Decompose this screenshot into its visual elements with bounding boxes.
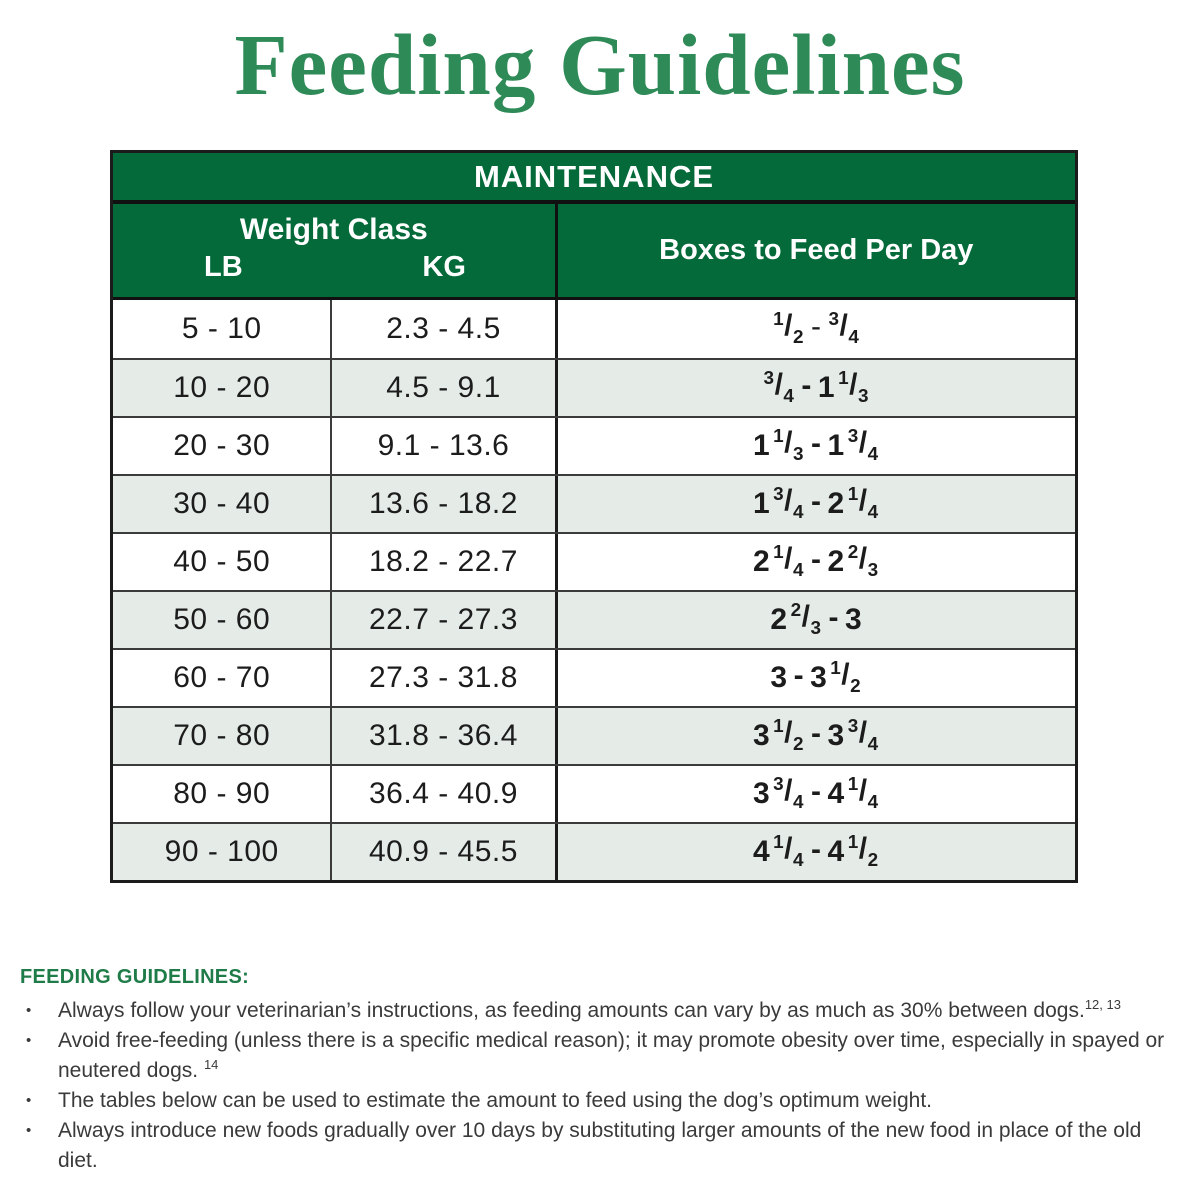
kg-cell: 9.1 - 13.6: [330, 418, 554, 474]
bullet-icon: •: [26, 1092, 32, 1109]
page-title: Feeding Guidelines: [234, 16, 966, 113]
kg-cell: 31.8 - 36.4: [330, 708, 554, 764]
footnote-text: Always introduce new foods gradually ove…: [58, 1119, 1142, 1172]
footnotes-heading: FEEDING GUIDELINES:: [20, 966, 250, 988]
bullet-icon: •: [26, 1122, 32, 1139]
list-item: • The tables below can be used to estima…: [20, 1086, 1185, 1116]
bullet-icon: •: [26, 1032, 32, 1049]
weight-class-label: Weight Class: [239, 213, 428, 246]
feed-cell: 3-3 1/2: [554, 650, 1075, 706]
bullet-icon: •: [26, 1002, 32, 1019]
kg-cell: 13.6 - 18.2: [330, 476, 554, 532]
footnotes-section: FEEDING GUIDELINES: • Always follow your…: [20, 966, 1185, 1176]
table-row: 30 - 40 13.6 - 18.2 1 3/4-2 1/4: [113, 474, 1075, 532]
footnote-superscript: 12, 13: [1084, 997, 1121, 1012]
kg-cell: 18.2 - 22.7: [330, 534, 554, 590]
lb-cell: 20 - 30: [173, 429, 271, 462]
list-item: • Always follow your veterinarian’s inst…: [20, 996, 1185, 1026]
lb-cell: 60 - 70: [173, 661, 271, 694]
lb-cell: 70 - 80: [173, 719, 271, 752]
lb-cell: 30 - 40: [173, 487, 271, 520]
table-row: 40 - 50 18.2 - 22.7 2 1/4-2 2/3: [113, 532, 1075, 590]
lb-cell: 10 - 20: [173, 371, 271, 404]
feed-cell: 3 1/2-3 3/4: [554, 708, 1075, 764]
table-row: 80 - 90 36.4 - 40.9 3 3/4-4 1/4: [113, 764, 1075, 822]
feed-column-header-cell: Boxes to Feed Per Day: [554, 204, 1075, 297]
lb-cell: 90 - 100: [164, 835, 279, 868]
unit-labels-row: LB KG: [113, 251, 555, 284]
lb-cell: 5 - 10: [181, 312, 262, 345]
kg-cell: 4.5 - 9.1: [330, 360, 554, 416]
table-row: 5 - 10 2.3 - 4.5 1/2-3/4: [113, 300, 1075, 358]
table-row: 10 - 20 4.5 - 9.1 3/4-1 1/3: [113, 358, 1075, 416]
feed-cell: 2 1/4-2 2/3: [554, 534, 1075, 590]
list-item: • Always introduce new foods gradually o…: [20, 1116, 1185, 1176]
kg-cell: 40.9 - 45.5: [330, 824, 554, 880]
kg-cell: 22.7 - 27.3: [330, 592, 554, 648]
table-row: 70 - 80 31.8 - 36.4 3 1/2-3 3/4: [113, 706, 1075, 764]
feed-cell: 2 2/3-3: [554, 592, 1075, 648]
footnote-text: Avoid free-feeding (unless there is a sp…: [58, 1029, 1165, 1082]
feed-cell: 4 1/4-4 1/2: [554, 824, 1075, 880]
weight-class-header-cell: Weight Class LB KG: [113, 204, 555, 297]
footnote-text: The tables below can be used to estimate…: [58, 1089, 932, 1112]
table-row: 90 - 100 40.9 - 45.5 4 1/4-4 1/2: [113, 822, 1075, 880]
table-row: 50 - 60 22.7 - 27.3 2 2/3-3: [113, 590, 1075, 648]
feed-cell: 1 1/3-1 3/4: [554, 418, 1075, 474]
table-row: 20 - 30 9.1 - 13.6 1 1/3-1 3/4: [113, 416, 1075, 474]
footnote-superscript: 14: [203, 1057, 219, 1072]
footnotes-list: • Always follow your veterinarian’s inst…: [20, 996, 1185, 1176]
table-band-maintenance: MAINTENANCE: [113, 153, 1075, 204]
kg-cell: 2.3 - 4.5: [330, 300, 554, 358]
footnote-text: Always follow your veterinarian’s instru…: [58, 997, 1121, 1022]
lb-column-label: LB: [204, 251, 243, 283]
kg-cell: 36.4 - 40.9: [330, 766, 554, 822]
lb-cell: 40 - 50: [173, 545, 271, 578]
feeding-table: MAINTENANCE Weight Class LB KG Boxes to …: [110, 150, 1078, 883]
feed-cell: 3/4-1 1/3: [554, 360, 1075, 416]
list-item: • Avoid free-feeding (unless there is a …: [20, 1026, 1185, 1086]
feed-cell: 1/2-3/4: [554, 300, 1075, 358]
lb-cell: 80 - 90: [173, 777, 271, 810]
table-row: 60 - 70 27.3 - 31.8 3-3 1/2: [113, 648, 1075, 706]
kg-cell: 27.3 - 31.8: [330, 650, 554, 706]
table-body: 5 - 10 2.3 - 4.5 1/2-3/4 10 - 20 4.5 - 9.1 3/…: [113, 300, 1075, 880]
feed-cell: 1 3/4-2 1/4: [554, 476, 1075, 532]
kg-column-label: KG: [422, 251, 466, 283]
feed-cell: 3 3/4-4 1/4: [554, 766, 1075, 822]
lb-cell: 50 - 60: [173, 603, 271, 636]
table-header-row: Weight Class LB KG Boxes to Feed Per Day: [113, 204, 1075, 300]
